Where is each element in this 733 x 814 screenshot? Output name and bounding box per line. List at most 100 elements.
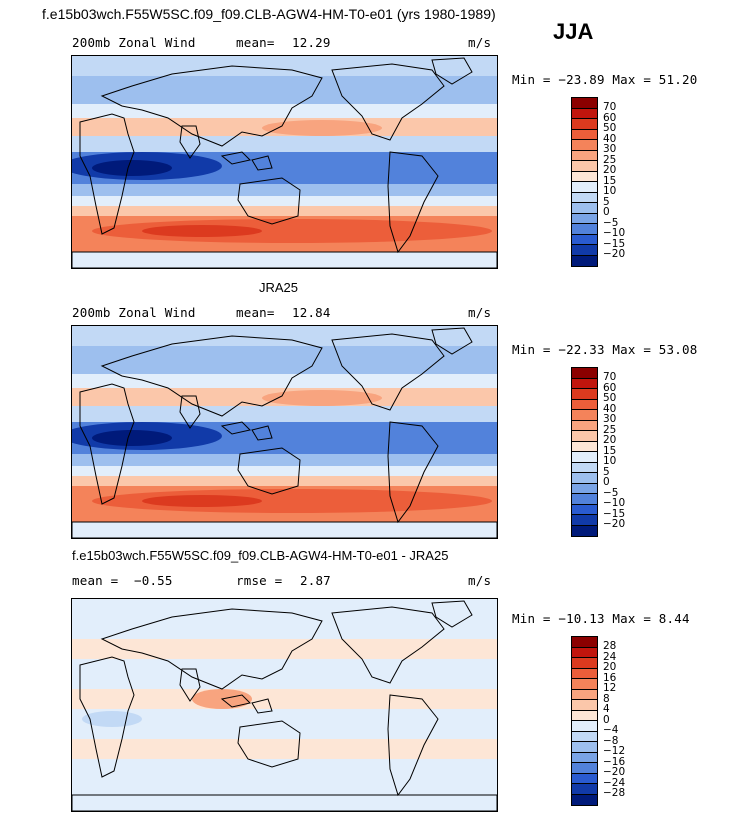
colorbar-cell — [572, 473, 597, 484]
colorbar-tick-label: 60 — [603, 381, 617, 394]
wind-band — [72, 599, 497, 639]
panel3-colorbar — [571, 636, 598, 806]
coastline — [331, 606, 445, 684]
panel3-map — [71, 598, 498, 812]
panel1-mean-value: 12.29 — [292, 35, 331, 50]
wind-band — [72, 196, 497, 206]
colorbar-cell — [572, 784, 597, 795]
coastline — [100, 608, 323, 690]
wind-band — [72, 522, 497, 538]
coastline — [179, 125, 201, 159]
colorbar-cell — [572, 245, 597, 256]
wind-band — [72, 759, 497, 811]
colorbar-tick-label: 70 — [603, 101, 617, 113]
panel1-map-svg — [72, 56, 497, 268]
colorbar-cell — [572, 658, 597, 669]
panel3-mean-label: mean = — [72, 573, 119, 588]
coastline — [72, 794, 497, 811]
colorbar-tick-label: 70 — [603, 371, 617, 383]
coastline — [431, 327, 473, 355]
panel1-mean-label: mean= — [236, 35, 275, 50]
colorbar-cell — [572, 420, 597, 431]
colorbar-tick-label: 60 — [603, 111, 617, 124]
nh-westerly — [262, 120, 382, 136]
colorbar-tick-label: −24 — [603, 776, 626, 789]
colorbar-cell — [572, 462, 597, 473]
westerly-jet-core — [92, 219, 492, 243]
colorbar-cell — [572, 108, 597, 119]
colorbar-cell — [572, 679, 597, 690]
panel3-rmse-label: rmse = — [236, 573, 283, 588]
colorbar-cell — [572, 224, 597, 235]
colorbar-cell — [572, 731, 597, 742]
colorbar-cell — [572, 494, 597, 505]
colorbar-cell — [572, 515, 597, 526]
panel2-mean-label: mean= — [236, 305, 275, 320]
colorbar-cell — [572, 794, 597, 805]
colorbar-cell — [572, 483, 597, 494]
coastline — [237, 177, 301, 225]
colorbar-tick-label: 15 — [603, 174, 617, 187]
panel2-variable: 200mb Zonal Wind — [72, 305, 196, 320]
colorbar-tick-label: −15 — [603, 507, 626, 520]
wind-band — [72, 76, 497, 104]
coastline — [179, 395, 201, 429]
colorbar-tick-label: 40 — [603, 402, 617, 415]
colorbar-tick-label: 30 — [603, 413, 617, 425]
coastline — [100, 335, 323, 417]
wind-band — [72, 252, 497, 268]
wind-band — [72, 374, 497, 388]
colorbar-cell — [572, 150, 597, 161]
coastline — [220, 421, 273, 441]
colorbar-tick-label: 10 — [603, 185, 617, 197]
colorbar-tick-label: 0 — [603, 206, 610, 218]
colorbar-cell — [572, 378, 597, 389]
coastline — [79, 656, 135, 778]
panel1-variable: 200mb Zonal Wind — [72, 35, 196, 50]
colorbar-tick-label: −12 — [603, 745, 626, 757]
colorbar-tick-label: 20 — [603, 164, 617, 176]
wind-band — [72, 56, 497, 76]
panel1-minmax: Min = −23.89 Max = 51.20 — [512, 72, 698, 87]
coastline — [179, 668, 201, 702]
coastline — [220, 151, 273, 171]
panel2-colorbar — [571, 367, 598, 537]
colorbar-tick-label: −8 — [603, 734, 619, 747]
panel2-mean-value: 12.84 — [292, 305, 331, 320]
colorbar-tick-label: 5 — [603, 465, 610, 478]
colorbar-cell — [572, 119, 597, 130]
colorbar-tick-label: −10 — [603, 227, 626, 239]
colorbar-cell — [572, 171, 597, 182]
easterly-jet-core-inner — [92, 430, 172, 446]
colorbar-cell — [572, 525, 597, 536]
colorbar-cell — [572, 504, 597, 515]
coastline — [72, 521, 497, 538]
colorbar-cell — [572, 689, 597, 700]
coastline — [220, 694, 273, 714]
coastline — [100, 65, 323, 147]
colorbar-tick-label: 50 — [603, 392, 617, 404]
colorbar-tick-label: −20 — [603, 518, 626, 530]
colorbar-tick-label: 5 — [603, 195, 610, 208]
colorbar-tick-label: −5 — [603, 486, 619, 499]
colorbar-tick-label: 20 — [603, 661, 617, 673]
wind-band — [72, 346, 497, 374]
panel3-mean-value: −0.55 — [134, 573, 173, 588]
colorbar-tick-label: 12 — [603, 682, 617, 694]
season-label: JJA — [553, 19, 594, 44]
colorbar-cell — [572, 773, 597, 784]
wind-band — [72, 136, 497, 152]
panel3-rmse-value: 2.87 — [300, 573, 331, 588]
colorbar-tick-label: 40 — [603, 132, 617, 145]
colorbar-cell — [572, 255, 597, 266]
panel1-colorbar — [571, 97, 598, 267]
colorbar-tick-label: 25 — [603, 153, 617, 166]
colorbar-cell — [572, 763, 597, 774]
coastline — [387, 694, 439, 797]
colorbar-tick-label: 8 — [603, 692, 610, 705]
colorbar-tick-label: −4 — [603, 724, 619, 736]
colorbar-cell — [572, 637, 597, 648]
coastline — [387, 151, 439, 254]
colorbar-cell — [572, 368, 597, 379]
colorbar-tick-label: 50 — [603, 122, 617, 134]
